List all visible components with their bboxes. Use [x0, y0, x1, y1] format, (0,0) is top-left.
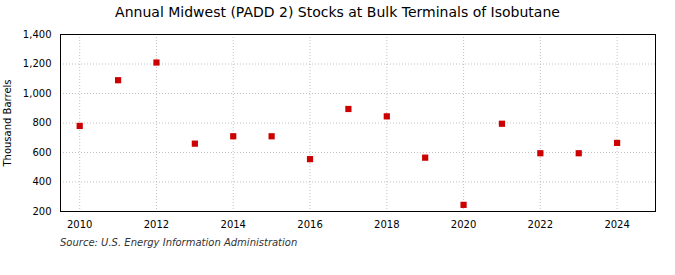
svg-text:2012: 2012 — [144, 219, 169, 230]
svg-text:200: 200 — [32, 206, 51, 217]
svg-text:2010: 2010 — [67, 219, 92, 230]
svg-text:1,200: 1,200 — [23, 58, 52, 69]
svg-text:400: 400 — [32, 176, 51, 187]
svg-text:2022: 2022 — [528, 219, 553, 230]
svg-text:600: 600 — [32, 147, 51, 158]
svg-text:800: 800 — [32, 117, 51, 128]
svg-text:2018: 2018 — [374, 219, 399, 230]
html-text:Annual Midwest (PADD 2) Stocks: Annual Midwest (PADD 2) Stocks at Bulk T… — [115, 4, 560, 20]
svg-text:1,000: 1,000 — [23, 88, 52, 99]
svg-text:2014: 2014 — [221, 219, 246, 230]
svg-text:Thousand Barrels: Thousand Barrels — [2, 79, 13, 167]
html-text:Source: U.S. Energy Informatio: Source: U.S. Energy Information Administ… — [60, 237, 298, 248]
svg-text:2016: 2016 — [297, 219, 322, 230]
svg-text:2024: 2024 — [604, 219, 629, 230]
svg-text:1,400: 1,400 — [23, 29, 52, 40]
svg-text:2020: 2020 — [451, 219, 476, 230]
